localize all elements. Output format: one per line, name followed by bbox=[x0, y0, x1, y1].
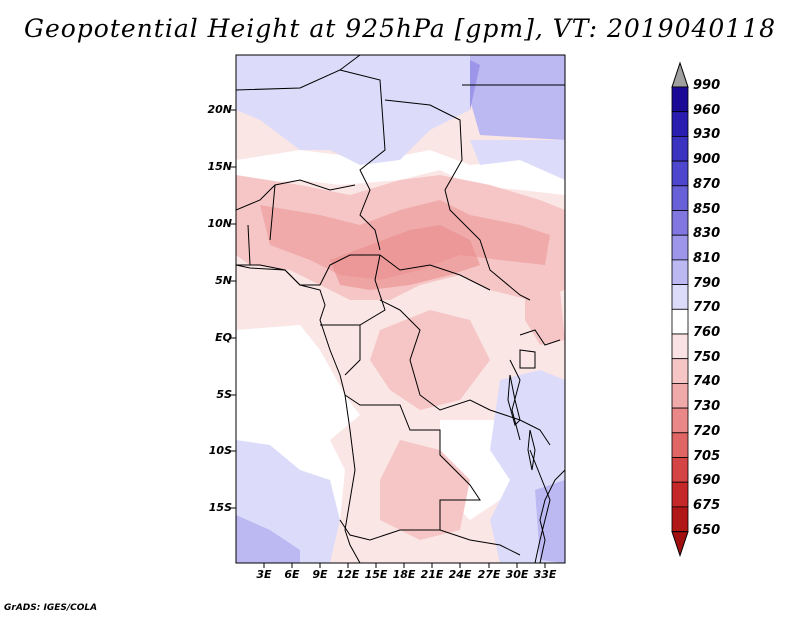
coastline-east bbox=[539, 469, 565, 563]
colorbar-bottom-arrow bbox=[671, 531, 689, 558]
colorbar-swatch bbox=[671, 210, 689, 236]
colorbar-label: 650 bbox=[693, 523, 721, 538]
country-borders bbox=[236, 55, 565, 563]
colorbar-swatch bbox=[671, 506, 689, 532]
axis-ticks bbox=[231, 109, 546, 568]
colorbar bbox=[671, 61, 689, 558]
lat-label: EQ bbox=[215, 331, 232, 344]
colorbar-swatch bbox=[671, 259, 689, 285]
colorbar-label: 870 bbox=[693, 177, 721, 192]
colorbar-label: 675 bbox=[693, 498, 721, 513]
lon-label: 18E bbox=[392, 568, 416, 581]
colorbar-swatch bbox=[671, 308, 689, 335]
field-blue-sw bbox=[236, 515, 300, 563]
field-white-west bbox=[236, 325, 360, 450]
colorbar-label: 990 bbox=[693, 78, 721, 93]
lon-label: 24E bbox=[448, 568, 472, 581]
colorbar-label: 960 bbox=[693, 103, 721, 118]
field-lightblue-north bbox=[236, 55, 470, 165]
colorbar-swatch bbox=[671, 185, 689, 211]
colorbar-swatch bbox=[671, 432, 689, 458]
colorbar-swatch bbox=[671, 284, 689, 310]
colorbar-swatch bbox=[671, 160, 689, 187]
lat-label: 15N bbox=[207, 160, 232, 173]
lake-victoria bbox=[519, 349, 536, 369]
lon-label: 27E bbox=[477, 568, 501, 581]
lon-label: 3E bbox=[256, 568, 272, 581]
field-pink-angola bbox=[380, 440, 470, 540]
colorbar-swatch bbox=[671, 457, 689, 483]
coastline bbox=[236, 264, 361, 563]
colorbar-label: 810 bbox=[693, 251, 721, 266]
field-blue-se bbox=[535, 480, 565, 563]
lon-label: 30E bbox=[505, 568, 529, 581]
lake-tanganyika bbox=[507, 374, 521, 426]
lake-malawi bbox=[527, 429, 536, 471]
colorbar-swatch bbox=[671, 407, 689, 434]
colorbar-label: 720 bbox=[693, 424, 721, 439]
lat-label: 10N bbox=[207, 217, 232, 230]
lat-label: 20N bbox=[207, 103, 232, 116]
colorbar-label: 830 bbox=[693, 226, 721, 241]
colorbar-label: 760 bbox=[693, 325, 721, 340]
colorbar-swatch bbox=[671, 234, 689, 261]
border-lines bbox=[236, 55, 565, 563]
map-frame bbox=[235, 54, 566, 564]
lon-label: 9E bbox=[312, 568, 328, 581]
colorbar-label: 790 bbox=[693, 276, 721, 291]
lat-label: 5S bbox=[216, 388, 232, 401]
field-pink-east bbox=[525, 290, 565, 345]
colorbar-swatch bbox=[671, 382, 689, 409]
colorbar-swatch bbox=[671, 358, 689, 384]
colorbar-label: 740 bbox=[693, 374, 721, 389]
colorbar-label: 930 bbox=[693, 127, 721, 142]
colorbar-label: 750 bbox=[693, 350, 721, 365]
colorbar-label: 850 bbox=[693, 202, 721, 217]
lat-label: 5N bbox=[215, 274, 232, 287]
grads-credit: GrADS: IGES/COLA bbox=[4, 603, 98, 613]
colorbar-label: 900 bbox=[693, 152, 721, 167]
lat-label: 10S bbox=[208, 444, 232, 457]
field-pink-congo bbox=[370, 310, 490, 410]
lat-label: 15S bbox=[208, 501, 232, 514]
chart-title: Geopotential Height at 925hPa [gpm], VT:… bbox=[23, 14, 777, 43]
lon-label: 12E bbox=[336, 568, 360, 581]
colorbar-label: 705 bbox=[693, 449, 721, 464]
colorbar-swatch bbox=[671, 86, 689, 113]
lon-label: 6E bbox=[284, 568, 300, 581]
colorbar-label: 690 bbox=[693, 473, 721, 488]
colorbar-top-arrow bbox=[671, 61, 689, 88]
colorbar-label: 730 bbox=[693, 399, 721, 414]
lon-label: 33E bbox=[533, 568, 557, 581]
colorbar-swatch bbox=[671, 111, 689, 137]
colorbar-swatch bbox=[671, 481, 689, 508]
colorbar-swatch bbox=[671, 135, 689, 162]
lon-label: 15E bbox=[364, 568, 388, 581]
field-lightblue-ne bbox=[470, 140, 565, 180]
height-field bbox=[236, 55, 565, 563]
lon-label: 21E bbox=[420, 568, 444, 581]
field-blue-ne bbox=[470, 55, 565, 140]
colorbar-swatch bbox=[671, 333, 689, 360]
field-rose-central bbox=[330, 225, 480, 290]
colorbar-label: 770 bbox=[693, 300, 721, 315]
